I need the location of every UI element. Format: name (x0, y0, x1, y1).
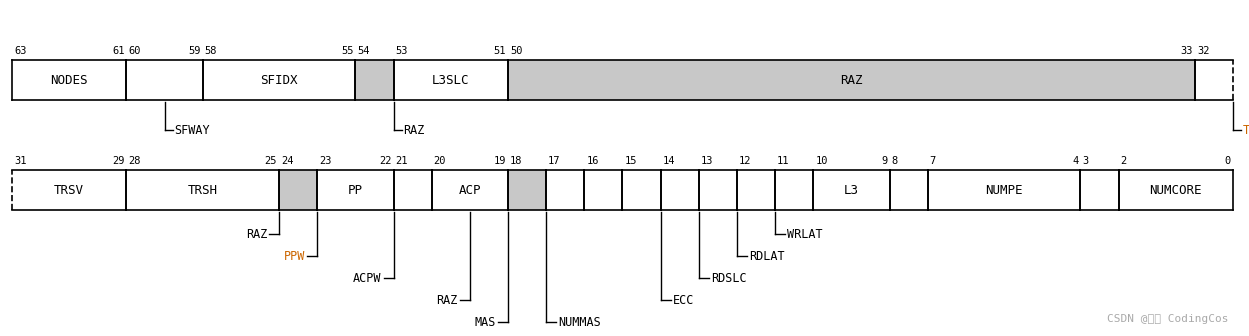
Text: TRSV: TRSV (1243, 124, 1249, 136)
Bar (813, 170, 889, 210)
Text: 12: 12 (739, 156, 752, 166)
Bar (432, 170, 508, 210)
Bar (126, 170, 279, 210)
Text: L3: L3 (844, 183, 859, 197)
Text: 53: 53 (396, 46, 408, 56)
Bar (317, 170, 393, 210)
Text: RAZ: RAZ (841, 74, 863, 86)
Text: NUMPE: NUMPE (985, 183, 1023, 197)
Bar (889, 170, 928, 210)
Text: PPW: PPW (284, 250, 305, 262)
Text: 58: 58 (205, 46, 217, 56)
Text: 59: 59 (189, 46, 201, 56)
Text: 16: 16 (586, 156, 598, 166)
Bar (12, 170, 126, 210)
Text: 55: 55 (341, 46, 353, 56)
Bar (12, 60, 126, 100)
Text: L3SLC: L3SLC (432, 74, 470, 86)
Text: 2: 2 (1120, 156, 1127, 166)
Text: CSDN @主公 CodingCos: CSDN @主公 CodingCos (1108, 314, 1229, 324)
Bar (1195, 60, 1233, 100)
Text: 31: 31 (14, 156, 26, 166)
Text: 20: 20 (433, 156, 446, 166)
Bar (508, 170, 546, 210)
Text: ACP: ACP (458, 183, 481, 197)
Bar (546, 170, 585, 210)
Text: 9: 9 (882, 156, 888, 166)
Text: 33: 33 (1180, 46, 1193, 56)
Bar (126, 60, 202, 100)
Text: 22: 22 (378, 156, 392, 166)
Text: 23: 23 (320, 156, 332, 166)
Text: 13: 13 (701, 156, 713, 166)
Text: 15: 15 (624, 156, 637, 166)
Text: 54: 54 (357, 46, 370, 56)
Bar (661, 170, 698, 210)
Bar (1119, 170, 1233, 210)
Text: 8: 8 (892, 156, 898, 166)
Text: RDLAT: RDLAT (749, 250, 784, 262)
Text: 25: 25 (265, 156, 277, 166)
Text: 14: 14 (663, 156, 676, 166)
Text: 50: 50 (510, 46, 522, 56)
Bar (585, 170, 622, 210)
Text: NUMMAS: NUMMAS (558, 316, 601, 329)
Text: 17: 17 (548, 156, 561, 166)
Text: 4: 4 (1072, 156, 1078, 166)
Bar (776, 170, 813, 210)
Text: NODES: NODES (50, 74, 87, 86)
Text: RAZ: RAZ (403, 124, 425, 136)
Text: WRLAT: WRLAT (787, 227, 823, 241)
Text: 51: 51 (493, 46, 506, 56)
Text: MAS: MAS (475, 316, 496, 329)
Text: 29: 29 (112, 156, 125, 166)
Text: 61: 61 (112, 46, 125, 56)
Text: 0: 0 (1225, 156, 1232, 166)
Bar (356, 60, 393, 100)
Text: RAZ: RAZ (436, 294, 458, 306)
Text: TRSV: TRSV (54, 183, 84, 197)
Bar (622, 170, 661, 210)
Text: SFIDX: SFIDX (260, 74, 297, 86)
Bar (928, 170, 1080, 210)
Text: RAZ: RAZ (246, 227, 267, 241)
Bar (698, 170, 737, 210)
Bar (393, 60, 508, 100)
Text: SFWAY: SFWAY (175, 124, 210, 136)
Text: TRSH: TRSH (187, 183, 217, 197)
Text: 21: 21 (396, 156, 408, 166)
Text: RDSLC: RDSLC (711, 271, 747, 285)
Text: NUMCORE: NUMCORE (1149, 183, 1202, 197)
Bar (202, 60, 356, 100)
Text: 60: 60 (129, 46, 141, 56)
Bar (508, 60, 1195, 100)
Text: ECC: ECC (673, 294, 694, 306)
Text: 19: 19 (493, 156, 506, 166)
Text: 3: 3 (1083, 156, 1089, 166)
Bar (393, 170, 432, 210)
Bar (279, 170, 317, 210)
Text: ACPW: ACPW (353, 271, 381, 285)
Text: 32: 32 (1197, 46, 1209, 56)
Text: 10: 10 (816, 156, 828, 166)
Text: 18: 18 (510, 156, 522, 166)
Text: 63: 63 (14, 46, 26, 56)
Text: 24: 24 (281, 156, 294, 166)
Bar (1080, 170, 1119, 210)
Bar (737, 170, 776, 210)
Text: 11: 11 (777, 156, 789, 166)
Text: 7: 7 (929, 156, 936, 166)
Text: PP: PP (348, 183, 363, 197)
Text: 28: 28 (129, 156, 141, 166)
